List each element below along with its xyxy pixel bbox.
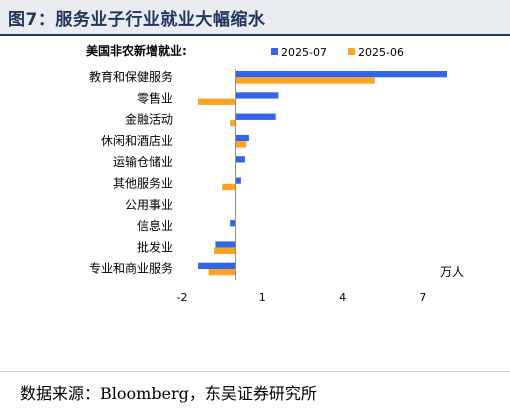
bar-2025-06-2: [230, 119, 236, 127]
category-label: 专业和商业服务: [89, 261, 173, 276]
category-label: 教育和保健服务: [89, 69, 173, 84]
x-tick-label: 4: [339, 291, 346, 304]
bar-2025-07-8: [215, 241, 236, 248]
category-label: 休闲和酒店业: [101, 134, 173, 148]
title-underline: [0, 34, 510, 36]
figure-title: 图7：服务业子行业就业大幅缩水: [8, 10, 266, 30]
category-labels: 教育和保健服务零售业金融活动休闲和酒店业运输仓储业其他服务业公用事业信息业批发业…: [89, 69, 173, 276]
category-label: 金融活动: [125, 112, 173, 127]
legend-swatch-2025-07: [271, 48, 278, 55]
x-tick-label: -2: [177, 291, 188, 304]
unit-label: 万人: [440, 265, 464, 279]
category-label: 零售业: [137, 90, 173, 105]
legend-swatch-2025-06: [348, 48, 355, 55]
bar-2025-07-9: [198, 262, 236, 269]
bar-2025-07-3: [235, 134, 249, 142]
footer-divider: [0, 371, 510, 372]
bar-2025-07-5: [235, 177, 241, 184]
category-label: 信息业: [137, 218, 173, 233]
bar-2025-06-1: [198, 98, 236, 105]
title-bar: 图7：服务业子行业就业大幅缩水: [0, 0, 510, 34]
bar-2025-07-2: [235, 113, 276, 120]
bar-2025-06-9: [208, 269, 236, 276]
bar-2025-07-0: [235, 71, 447, 78]
x-tick-label: 7: [419, 291, 426, 304]
bar-chart: 美国非农新增就业: 2025-07 2025-06 教育和保健服务零售业金融活动休…: [86, 43, 464, 304]
chart-title: 美国非农新增就业:: [86, 43, 187, 58]
x-axis: -2 1 4 7: [177, 291, 427, 304]
bar-2025-07-1: [235, 92, 279, 99]
legend-label-2025-06: 2025-06: [358, 46, 404, 59]
category-label: 批发业: [137, 239, 173, 254]
bar-2025-07-7: [230, 220, 236, 227]
bar-2025-06-5: [222, 183, 236, 191]
category-label: 运输仓储业: [113, 154, 173, 169]
legend: 2025-07 2025-06: [271, 46, 404, 59]
bar-2025-06-8: [214, 247, 236, 254]
category-label: 其他服务业: [113, 176, 173, 191]
source-note: 数据来源：Bloomberg，东吴证券研究所: [20, 384, 317, 403]
bar-2025-07-4: [235, 156, 245, 163]
legend-label-2025-07: 2025-07: [281, 46, 327, 59]
bar-2025-06-0: [235, 77, 375, 84]
x-tick-label: 1: [259, 291, 266, 304]
bar-2025-06-3: [235, 141, 247, 148]
bars: [198, 69, 447, 280]
category-label: 公用事业: [125, 198, 173, 212]
